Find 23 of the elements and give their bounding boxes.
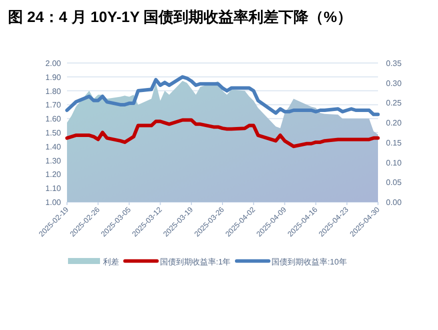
y2-tick-label: 0.05 [386, 178, 402, 188]
y2-tick-label: 0.15 [386, 138, 402, 148]
y2-tick-label: 0.00 [386, 198, 402, 207]
y2-tick-label: 0.20 [386, 118, 402, 128]
y2-tick-label: 0.35 [386, 59, 402, 68]
chart-title: 图 24：4 月 10Y-1Y 国债到期收益率利差下降（%） [8, 8, 352, 26]
y-tick-label: 1.40 [45, 142, 62, 152]
y-tick-label: 1.00 [45, 198, 62, 207]
y2-tick-label: 0.30 [386, 78, 402, 88]
y-tick-label: 1.20 [45, 170, 62, 180]
y2-tick-label: 0.10 [386, 158, 402, 168]
y-tick-label: 1.80 [45, 86, 62, 96]
y-tick-label: 1.90 [45, 72, 62, 82]
legend-label: 利差 [103, 258, 119, 266]
y-tick-label: 1.30 [45, 156, 62, 166]
y-tick-label: 1.70 [45, 100, 62, 110]
y2-tick-label: 0.25 [386, 98, 402, 108]
y-tick-label: 1.10 [45, 184, 62, 194]
y-tick-label: 1.60 [45, 114, 62, 124]
legend-label: 国债到期收益率:10年 [272, 258, 347, 266]
legend-label: 国债到期收益率:1年 [160, 258, 231, 266]
y-tick-label: 1.50 [45, 128, 62, 138]
y-tick-label: 2.00 [45, 59, 62, 68]
